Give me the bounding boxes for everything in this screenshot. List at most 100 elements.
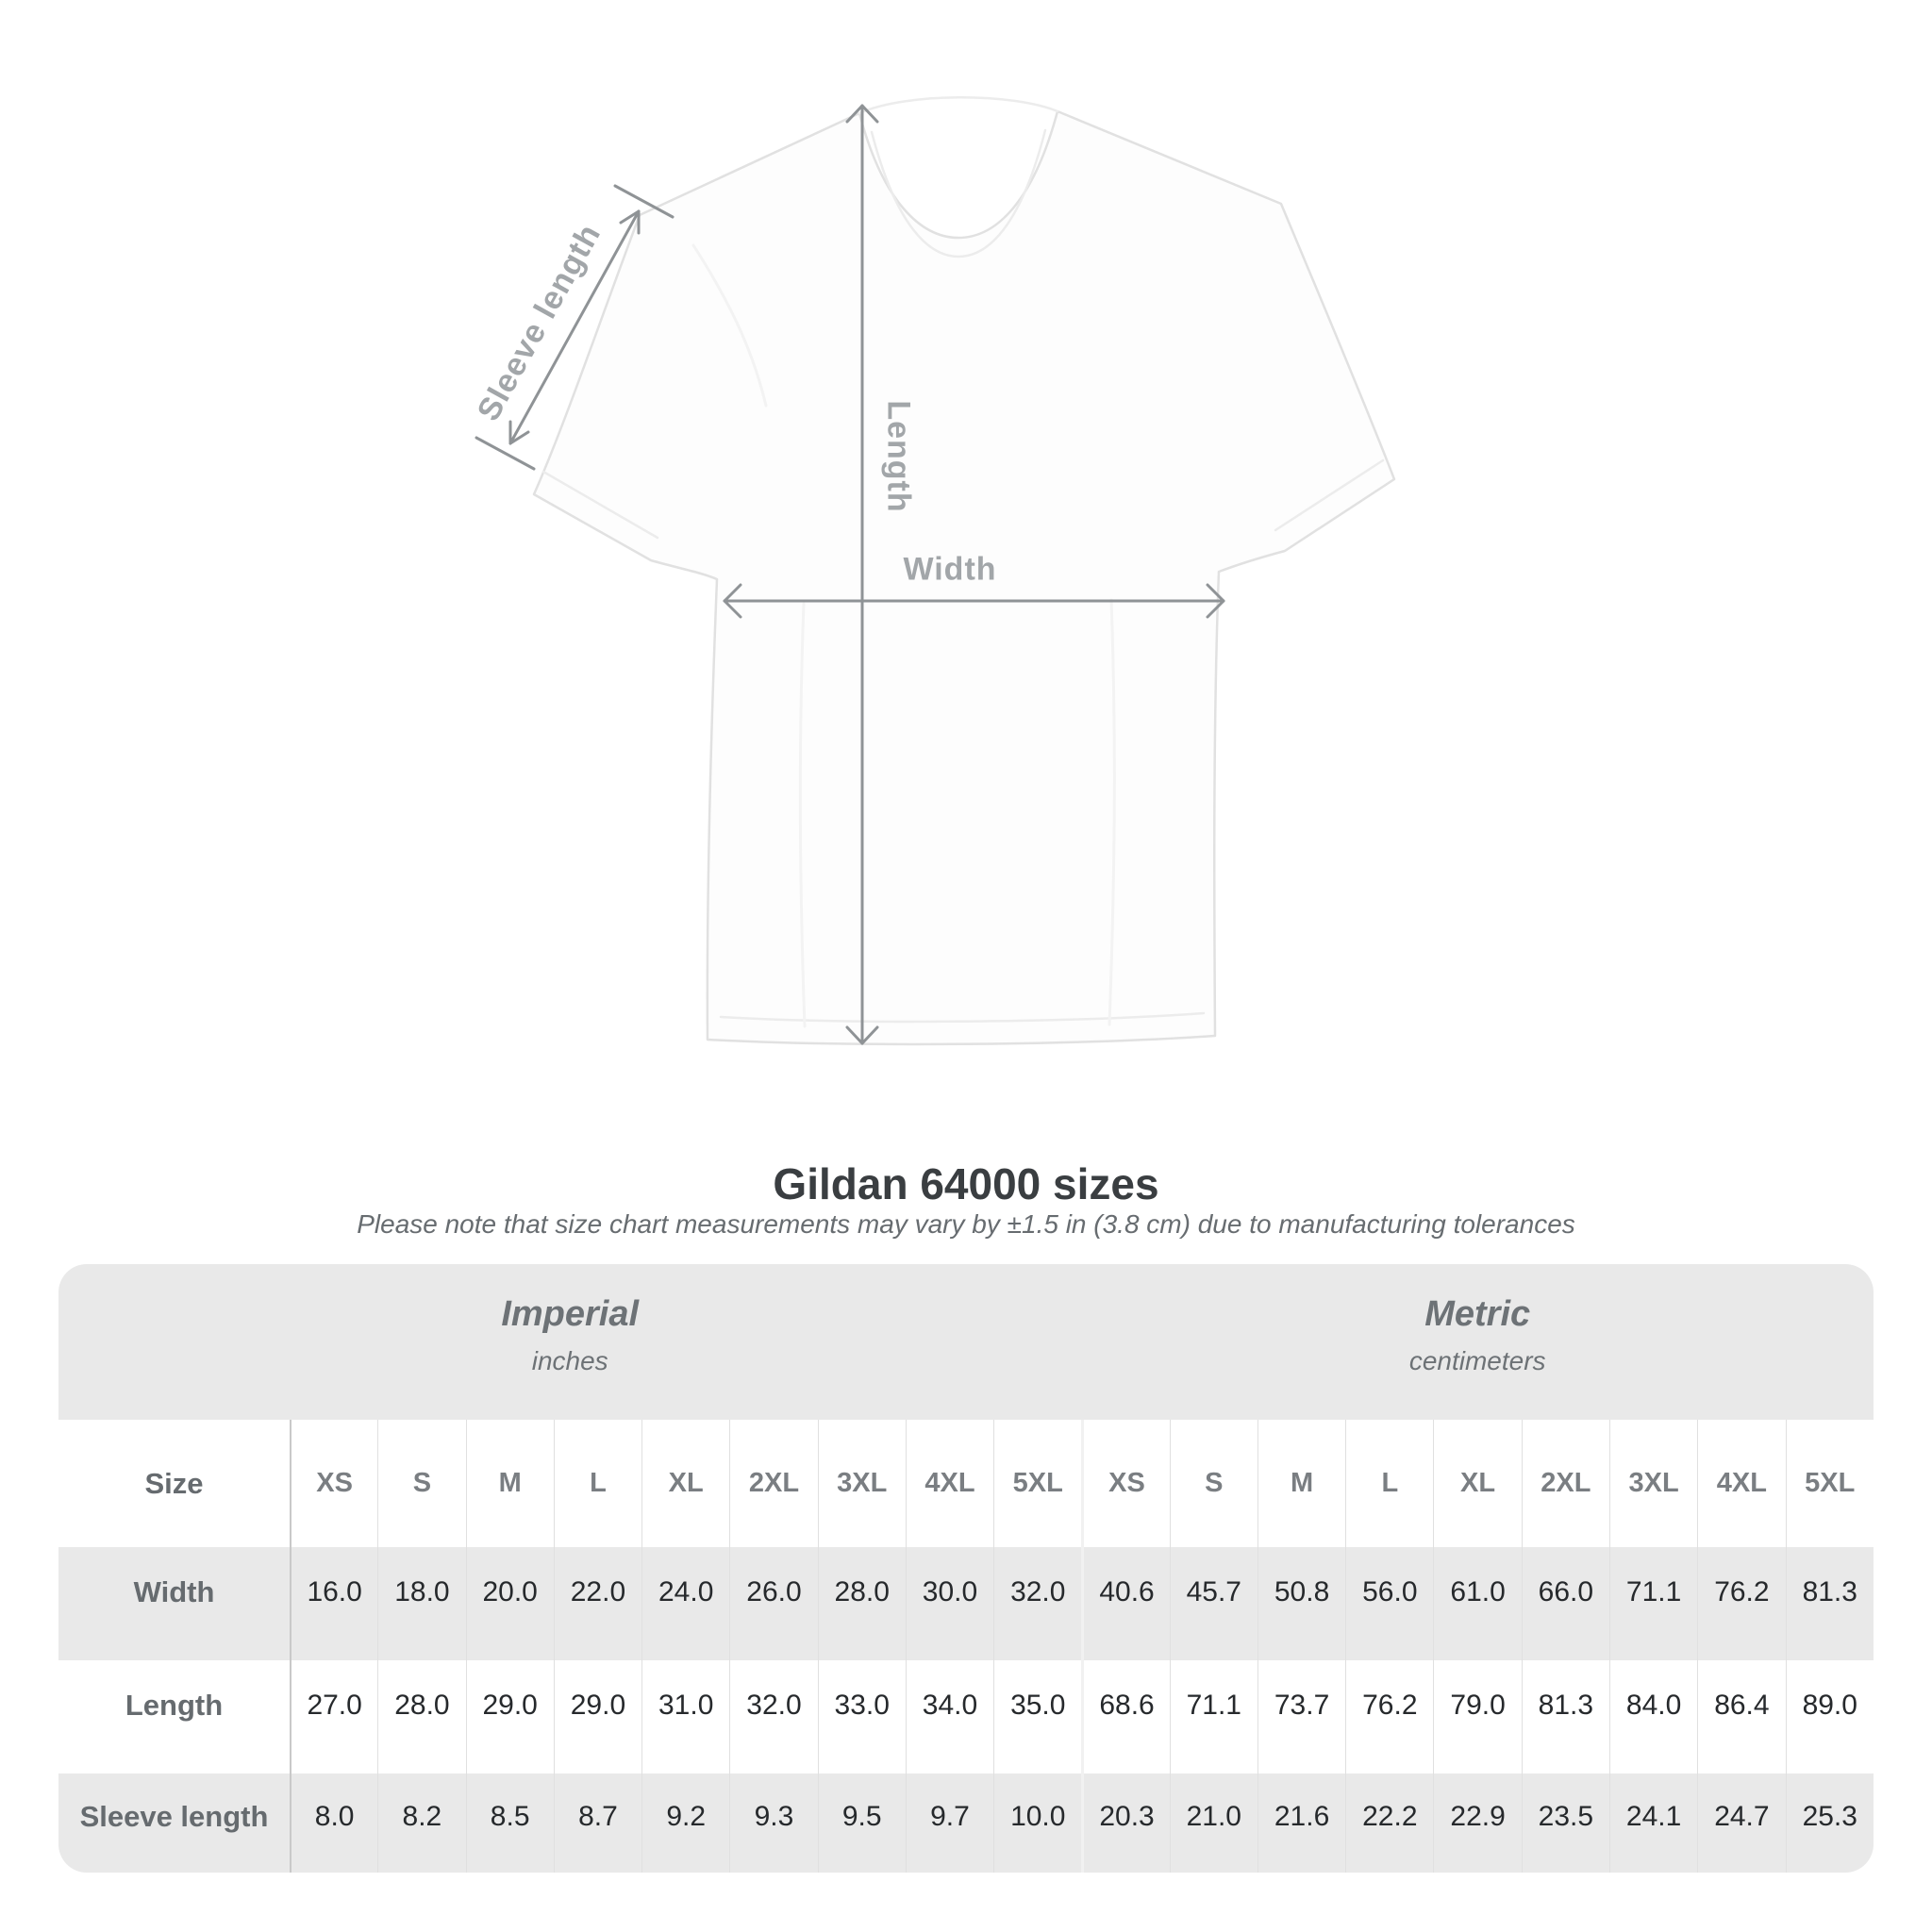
value-cell: 23.5 <box>1521 1774 1609 1873</box>
size-col-header: XL <box>1433 1420 1522 1547</box>
value-cell: 9.2 <box>641 1774 730 1873</box>
value-cell: 8.5 <box>465 1774 554 1873</box>
imperial-header-cell: Imperial inches <box>58 1264 1082 1420</box>
fabric-fold-shoulder <box>691 243 768 408</box>
value-cell: 28.0 <box>377 1660 466 1774</box>
value-cell: 34.0 <box>905 1660 994 1774</box>
value-cell: 76.2 <box>1697 1547 1786 1660</box>
value-cell: 21.0 <box>1169 1774 1257 1873</box>
size-col-header: 2XL <box>1521 1420 1609 1547</box>
row-label: Length <box>58 1660 290 1774</box>
value-cell: 76.2 <box>1345 1660 1434 1774</box>
value-cell: 81.3 <box>1785 1547 1874 1660</box>
value-cell: 84.0 <box>1608 1660 1698 1774</box>
width-arrow <box>723 583 1225 619</box>
metric-label: Metric <box>1424 1294 1531 1334</box>
row-label: Width <box>58 1547 290 1660</box>
size-col-header: 2XL <box>729 1420 818 1547</box>
value-cell: 18.0 <box>377 1547 466 1660</box>
size-col-header: XS <box>1081 1420 1170 1547</box>
size-col-header: L <box>1345 1420 1434 1547</box>
value-cell: 40.6 <box>1081 1547 1170 1660</box>
value-cell: 56.0 <box>1345 1547 1434 1660</box>
fabric-fold-left <box>798 602 807 1028</box>
width-row: Width 16.0 18.0 20.0 22.0 24.0 26.0 28.0… <box>58 1547 1874 1660</box>
size-col-header: XL <box>641 1420 730 1547</box>
size-col-header: 3XL <box>1608 1420 1698 1547</box>
value-cell: 27.0 <box>290 1660 378 1774</box>
row-label: Sleeve length <box>58 1774 290 1873</box>
size-col-header: S <box>1169 1420 1257 1547</box>
value-cell: 20.3 <box>1081 1774 1170 1873</box>
value-cell: 16.0 <box>290 1547 378 1660</box>
value-cell: 86.4 <box>1697 1660 1786 1774</box>
value-cell: 22.0 <box>553 1547 642 1660</box>
value-cell: 21.6 <box>1257 1774 1346 1873</box>
value-cell: 24.1 <box>1608 1774 1698 1873</box>
size-col-header: XS <box>290 1420 378 1547</box>
sleeve-length-row: Sleeve length 8.0 8.2 8.5 8.7 9.2 9.3 9.… <box>58 1774 1874 1873</box>
value-cell: 9.3 <box>729 1774 818 1873</box>
right-cuff-seam <box>1274 458 1385 532</box>
value-cell: 61.0 <box>1433 1547 1522 1660</box>
size-col-header: M <box>465 1420 554 1547</box>
measurement-annotations <box>475 104 1225 1045</box>
tshirt-diagram-svg <box>475 96 1396 1046</box>
value-cell: 29.0 <box>553 1660 642 1774</box>
value-cell: 50.8 <box>1257 1547 1346 1660</box>
value-cell: 32.0 <box>729 1660 818 1774</box>
fabric-fold-right <box>1108 598 1116 1026</box>
value-cell: 29.0 <box>465 1660 554 1774</box>
size-header: Size <box>58 1420 290 1547</box>
sleeve-length-arrow <box>475 184 675 471</box>
size-col-header: M <box>1257 1420 1346 1547</box>
page-subtitle: Please note that size chart measurements… <box>357 1209 1575 1239</box>
value-cell: 66.0 <box>1521 1547 1609 1660</box>
size-header-row: Size XS S M L XL 2XL 3XL 4XL 5XL XS S M … <box>58 1420 1874 1547</box>
value-cell: 28.0 <box>817 1547 906 1660</box>
value-cell: 33.0 <box>817 1660 906 1774</box>
value-cell: 31.0 <box>641 1660 730 1774</box>
value-cell: 25.3 <box>1785 1774 1874 1873</box>
value-cell: 9.5 <box>817 1774 906 1873</box>
value-cell: 26.0 <box>729 1547 818 1660</box>
tshirt-body <box>532 109 1396 1046</box>
value-cell: 22.2 <box>1345 1774 1434 1873</box>
value-cell: 35.0 <box>993 1660 1082 1774</box>
metric-unit-label: centimeters <box>1408 1346 1546 1375</box>
hem-seam <box>719 1011 1206 1024</box>
size-col-header: 5XL <box>993 1420 1082 1547</box>
value-cell: 71.1 <box>1169 1660 1257 1774</box>
value-cell: 32.0 <box>993 1547 1082 1660</box>
metric-header-cell: Metric centimeters <box>1081 1264 1874 1420</box>
collar-back-seam <box>858 96 1059 115</box>
value-cell: 68.6 <box>1081 1660 1170 1774</box>
width-label: Width <box>903 551 997 588</box>
left-cuff-seam <box>541 470 659 540</box>
value-cell: 9.7 <box>905 1774 994 1873</box>
size-chart-table: Imperial inches Metric centimeters Size … <box>58 1264 1874 1873</box>
size-col-header: S <box>377 1420 466 1547</box>
size-col-header: 5XL <box>1785 1420 1874 1547</box>
value-cell: 24.0 <box>641 1547 730 1660</box>
page-title: Gildan 64000 sizes <box>773 1159 1159 1208</box>
value-cell: 8.7 <box>553 1774 642 1873</box>
size-col-header: 4XL <box>905 1420 994 1547</box>
value-cell: 81.3 <box>1521 1660 1609 1774</box>
size-col-header: 3XL <box>817 1420 906 1547</box>
value-cell: 22.9 <box>1433 1774 1522 1873</box>
value-cell: 8.0 <box>290 1774 378 1873</box>
value-cell: 30.0 <box>905 1547 994 1660</box>
value-cell: 20.0 <box>465 1547 554 1660</box>
length-row: Length 27.0 28.0 29.0 29.0 31.0 32.0 33.… <box>58 1660 1874 1774</box>
length-label: Length <box>880 400 917 513</box>
collar-inner-seam <box>870 128 1047 258</box>
value-cell: 89.0 <box>1785 1660 1874 1774</box>
value-cell: 71.1 <box>1608 1547 1698 1660</box>
value-cell: 8.2 <box>377 1774 466 1873</box>
value-cell: 24.7 <box>1697 1774 1786 1873</box>
value-cell: 73.7 <box>1257 1660 1346 1774</box>
value-cell: 79.0 <box>1433 1660 1522 1774</box>
value-cell: 45.7 <box>1169 1547 1257 1660</box>
size-col-header: 4XL <box>1697 1420 1786 1547</box>
